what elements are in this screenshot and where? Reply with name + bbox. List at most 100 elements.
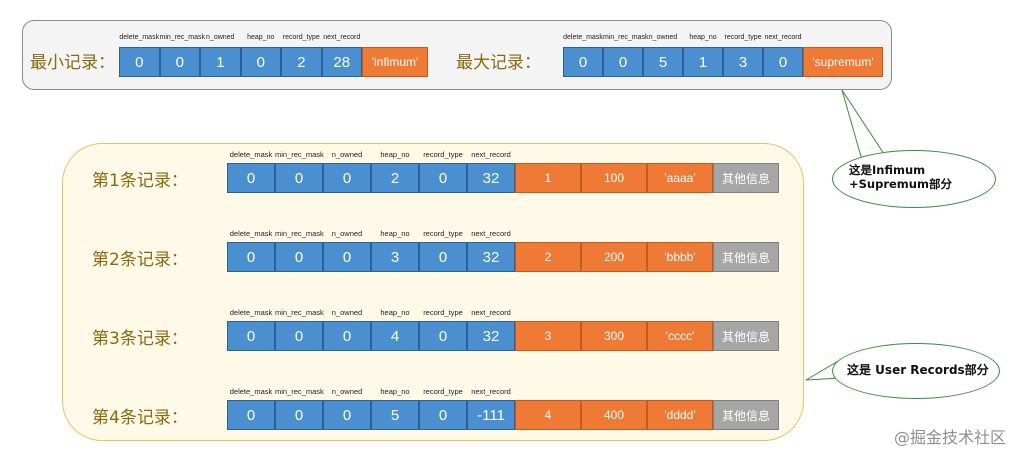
user-record-3-header-n_owned: n_owned (331, 308, 363, 317)
max-record-min_rec_mask-cell: 0 (603, 47, 643, 77)
min-record-header-n_owned: n_owned (206, 34, 235, 41)
user-record-3-heap_no-cell: 4 (371, 321, 419, 351)
user-record-3-data-cell-1: 3 (515, 321, 581, 351)
user-record-4-header-delete_mask: delete_mask (229, 387, 273, 396)
min-record-next_record-cell: 28 (321, 47, 362, 77)
user-record-2-header-heap_no: heap_no (380, 229, 410, 238)
user-record-3-record_type-cell: 0 (419, 321, 467, 351)
user-record-4-header-n_owned: n_owned (331, 387, 363, 396)
user-record-4-data-cell-3: 'dddd' (647, 400, 713, 430)
user-record-4-min_rec_mask-cell: 0 (275, 400, 323, 430)
max-record-n_owned-cell: 5 (643, 47, 683, 77)
user-record-1-heap_no-cell: 2 (371, 163, 419, 193)
user-record-1-header-min_rec_mask: min_rec_mask (275, 150, 324, 159)
min-record-header-delete_mask: delete_mask (119, 34, 160, 41)
user-record-4-n_owned-cell: 0 (323, 400, 371, 430)
user-record-1-record_type-cell: 0 (419, 163, 467, 193)
user-record-1-header-n_owned: n_owned (331, 150, 363, 159)
user-record-4-next_record-cell: -111 (467, 400, 515, 430)
max-record-header-n_owned: n_owned (648, 34, 678, 41)
user-record-1-n_owned-cell: 0 (323, 163, 371, 193)
user-record-3-min_rec_mask-cell: 0 (275, 321, 323, 351)
min-record-record_type-cell: 2 (281, 47, 322, 77)
user-records-callout-text: 这是 User Records部分 (847, 363, 989, 377)
max-record-header-delete_mask: delete_mask (563, 34, 603, 41)
user-record-1-header-delete_mask: delete_mask (229, 150, 273, 159)
user-record-4-header-next_record: next_record (471, 387, 511, 396)
min-record-header-next_record: next_record (323, 34, 361, 41)
user-record-4-header-min_rec_mask: min_rec_mask (275, 387, 324, 396)
user-record-4-data-cell-1: 4 (515, 400, 581, 430)
user-record-2-header-min_rec_mask: min_rec_mask (275, 229, 324, 238)
user-record-1-other-info-cell: 其他信息 (713, 163, 779, 193)
user-record-2-header-n_owned: n_owned (331, 229, 363, 238)
user-record-2-min_rec_mask-cell: 0 (275, 242, 323, 272)
user-record-3-n_owned-cell: 0 (323, 321, 371, 351)
user-record-3-header-record_type: record_type (423, 308, 463, 317)
min-record-label: 最小记录： (30, 53, 115, 73)
user-record-3-label: 第3条记录： (92, 329, 188, 349)
user-record-3-data-cell-3: 'cccc' (647, 321, 713, 351)
user-record-1-header-heap_no: heap_no (380, 150, 410, 159)
user-record-4-data-cell-2: 400 (581, 400, 647, 430)
max-record-header-heap_no: heap_no (689, 34, 717, 41)
infimum-supremum-callout-text: 这是Infimum +Supremum部分 (849, 163, 952, 191)
max-record-header-record_type: record_type (724, 34, 762, 41)
min-record-min_rec_mask-cell: 0 (159, 47, 200, 77)
user-record-1-min_rec_mask-cell: 0 (275, 163, 323, 193)
max-record-data-cell-1: 'supremum' (803, 47, 883, 77)
user-record-3-delete_mask-cell: 0 (227, 321, 275, 351)
max-record-next_record-cell: 0 (763, 47, 803, 77)
min-record-header-heap_no: heap_no (247, 34, 275, 41)
user-record-2-heap_no-cell: 3 (371, 242, 419, 272)
user-record-1-header-next_record: next_record (471, 150, 511, 159)
user-record-1-label: 第1条记录： (92, 171, 188, 191)
min-record-delete_mask-cell: 0 (119, 47, 160, 77)
max-record-heap_no-cell: 1 (683, 47, 723, 77)
user-record-4-header-heap_no: heap_no (380, 387, 410, 396)
user-record-3-header-delete_mask: delete_mask (229, 308, 273, 317)
user-record-1-next_record-cell: 32 (467, 163, 515, 193)
user-record-4-heap_no-cell: 5 (371, 400, 419, 430)
user-record-2-record_type-cell: 0 (419, 242, 467, 272)
user-record-3-other-info-cell: 其他信息 (713, 321, 779, 351)
user-record-4-record_type-cell: 0 (419, 400, 467, 430)
watermark: @掘金技术社区 (893, 428, 1006, 447)
user-record-1-header-record_type: record_type (423, 150, 463, 159)
user-record-3-next_record-cell: 32 (467, 321, 515, 351)
user-record-2-delete_mask-cell: 0 (227, 242, 275, 272)
user-record-4-label: 第4条记录： (92, 408, 188, 428)
max-record-header-next_record: next_record (764, 34, 802, 41)
min-record-data-cell-1: 'infimum' (362, 47, 428, 77)
infimum-supremum-callout: 这是Infimum +Supremum部分 (832, 150, 996, 208)
user-record-2-n_owned-cell: 0 (323, 242, 371, 272)
min-record-header-record_type: record_type (282, 34, 320, 41)
max-record-record_type-cell: 3 (723, 47, 763, 77)
user-record-3-data-cell-2: 300 (581, 321, 647, 351)
user-records-callout: 这是 User Records部分 (832, 343, 1000, 399)
user-record-2-header-next_record: next_record (471, 229, 511, 238)
user-record-2-other-info-cell: 其他信息 (713, 242, 779, 272)
infimum-callout-pointer (841, 89, 889, 161)
user-record-2-data-cell-1: 2 (515, 242, 581, 272)
min-record-n_owned-cell: 1 (200, 47, 241, 77)
user-record-2-next_record-cell: 32 (467, 242, 515, 272)
user-record-2-header-delete_mask: delete_mask (229, 229, 273, 238)
min-record-heap_no-cell: 0 (240, 47, 281, 77)
min-record-header-min_rec_mask: min_rec_mask (159, 34, 206, 41)
user-record-1-data-cell-3: 'aaaa' (647, 163, 713, 193)
user-record-2-label: 第2条记录： (92, 250, 188, 270)
user-record-1-data-cell-2: 100 (581, 163, 647, 193)
max-record-delete_mask-cell: 0 (563, 47, 603, 77)
user-record-4-header-record_type: record_type (423, 387, 463, 396)
user-record-3-header-min_rec_mask: min_rec_mask (275, 308, 324, 317)
user-record-3-header-heap_no: heap_no (380, 308, 410, 317)
user-record-1-data-cell-1: 1 (515, 163, 581, 193)
user-record-2-data-cell-3: 'bbbb' (647, 242, 713, 272)
user-record-3-header-next_record: next_record (471, 308, 511, 317)
user-record-2-header-record_type: record_type (423, 229, 463, 238)
max-record-label: 最大记录： (456, 53, 541, 73)
max-record-header-min_rec_mask: min_rec_mask (603, 34, 649, 41)
user-record-4-other-info-cell: 其他信息 (713, 400, 779, 430)
user-record-4-delete_mask-cell: 0 (227, 400, 275, 430)
